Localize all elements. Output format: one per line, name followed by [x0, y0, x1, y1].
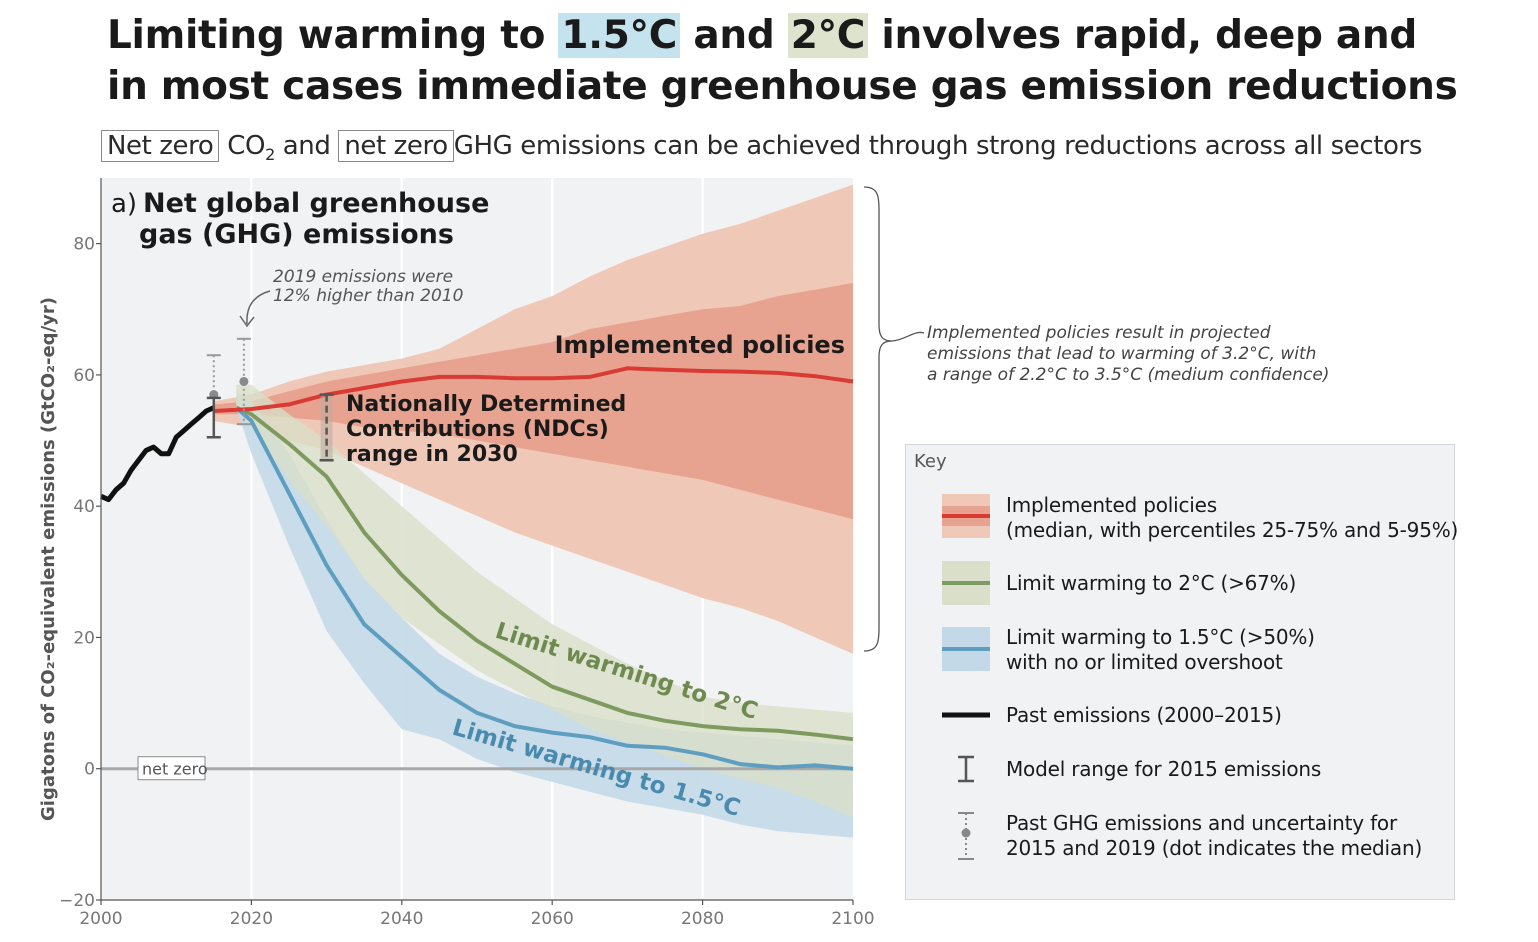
y-tick-label-20: 20	[73, 628, 95, 648]
scenario-bands	[213, 184, 854, 838]
headline-text-1: Limiting warming to	[107, 13, 559, 58]
y-tick-label-60: 60	[73, 366, 95, 386]
x-tick-label-2000: 2000	[79, 909, 122, 929]
annotation-2019-line-2: 12% higher than 2010	[273, 286, 463, 306]
y-tick-label-80: 80	[73, 235, 95, 255]
past-emissions-line	[99, 405, 215, 503]
projection-brace	[863, 186, 893, 652]
scenario-lines	[99, 366, 854, 771]
co2-subscript: 2	[265, 145, 275, 165]
key-label-past: Past emissions (2000–2015)	[1006, 703, 1282, 727]
panel-letter: a)	[111, 189, 137, 219]
headline-line-1: Limiting warming to 1.5°C and 2°C involv…	[107, 10, 1458, 61]
projection-connector	[891, 331, 925, 342]
implemented-policies-median	[213, 366, 854, 413]
headline-line-2: in most cases immediate greenhouse gas e…	[107, 64, 1458, 109]
and-text: and	[282, 131, 331, 161]
net-zero-tag-box	[137, 756, 206, 781]
x-tick-label-2080: 2080	[681, 909, 724, 929]
one-five-swatch	[942, 627, 990, 671]
projection-note-line-1: Implemented policies result in projected	[927, 323, 1271, 343]
two-deg-swatch	[942, 561, 990, 605]
past-swatch	[942, 712, 990, 718]
line-1-5c-median	[235, 406, 854, 771]
uncertainty-swatch-dot	[961, 828, 971, 838]
key-label-implemented-1: Implemented policies	[1006, 493, 1217, 517]
uncertainty-median-2019	[239, 376, 249, 386]
implemented-policies-label: Implemented policies	[555, 331, 845, 359]
subheadline: Net zero CO2 and net zero GHG emissions c…	[101, 128, 1422, 173]
key-label-implemented-2: (median, with percentiles 25-75% and 5-9…	[1006, 518, 1459, 542]
annotation-2019-arrowhead	[239, 315, 255, 328]
annotation-2019-arrow	[246, 290, 271, 325]
headline-text-3: involves rapid, deep and	[868, 13, 1418, 58]
net-zero-box-2: net zero	[338, 130, 454, 162]
implemented-swatch	[942, 494, 990, 538]
x-tick-label-2060: 2060	[531, 909, 574, 929]
key-label-uncertainty-1: Past GHG emissions and uncertainty for	[1006, 811, 1397, 835]
ndc-range-box	[320, 394, 333, 461]
panel-title-line-1: Net global greenhouse	[143, 188, 489, 219]
y-tick-label-0: 0	[84, 760, 95, 780]
annotation-2019-line-1: 2019 emissions were	[273, 267, 453, 287]
key-panel: Key Implemented policies (median, with p…	[905, 444, 1459, 900]
band-2c	[236, 384, 853, 818]
line-2c-median	[235, 405, 854, 742]
net-zero-tag: net zero	[137, 756, 208, 781]
highlight-1-5c: 1.5°C	[558, 13, 681, 58]
y-tick-label--20: −20	[59, 891, 95, 911]
key-label-15c-2: with no or limited overshoot	[1006, 650, 1283, 674]
ndc-label-line-2: Contributions (NDCs)	[346, 417, 609, 442]
model-range-swatch	[958, 755, 974, 783]
key-label-uncertainty-2: 2015 and 2019 (dot indicates the median)	[1006, 836, 1423, 860]
y-tick-label-40: 40	[73, 497, 95, 517]
headline-text-2: and	[680, 13, 788, 58]
key-title: Key	[914, 451, 947, 472]
co2-label: CO	[227, 131, 266, 161]
net-zero-box-1: Net zero	[101, 130, 220, 162]
y-axis-label: Gigatons of CO₂-equivalent emissions (Gt…	[38, 297, 59, 821]
key-label-15c-1: Limit warming to 1.5°C (>50%)	[1006, 625, 1315, 649]
panel-title-line-2: gas (GHG) emissions	[139, 219, 454, 250]
subheadline-rest: GHG emissions can be achieved through st…	[453, 131, 1423, 161]
highlight-2c: 2°C	[787, 13, 869, 58]
projection-note-line-3: a range of 2.2°C to 3.5°C (medium confid…	[927, 365, 1329, 385]
x-tick-label-2040: 2040	[380, 909, 423, 929]
key-label-model-range: Model range for 2015 emissions	[1006, 757, 1322, 781]
ndc-label-line-3: range in 2030	[346, 442, 518, 467]
key-label-2c: Limit warming to 2°C (>67%)	[1006, 571, 1297, 595]
uncertainty-swatch	[958, 812, 974, 860]
headline: Limiting warming to 1.5°C and 2°C involv…	[107, 10, 1458, 112]
range-markers	[206, 337, 334, 462]
x-tick-label-2020: 2020	[230, 909, 273, 929]
co2-text: CO2	[227, 131, 275, 165]
net-zero-tag-label: net zero	[142, 760, 208, 779]
x-tick-label-2100: 2100	[831, 909, 874, 929]
ndc-label-line-1: Nationally Determined	[346, 392, 626, 417]
implemented-band-25-75	[213, 283, 854, 520]
projection-note-line-2: emissions that lead to warming of 3.2°C,…	[927, 344, 1316, 364]
